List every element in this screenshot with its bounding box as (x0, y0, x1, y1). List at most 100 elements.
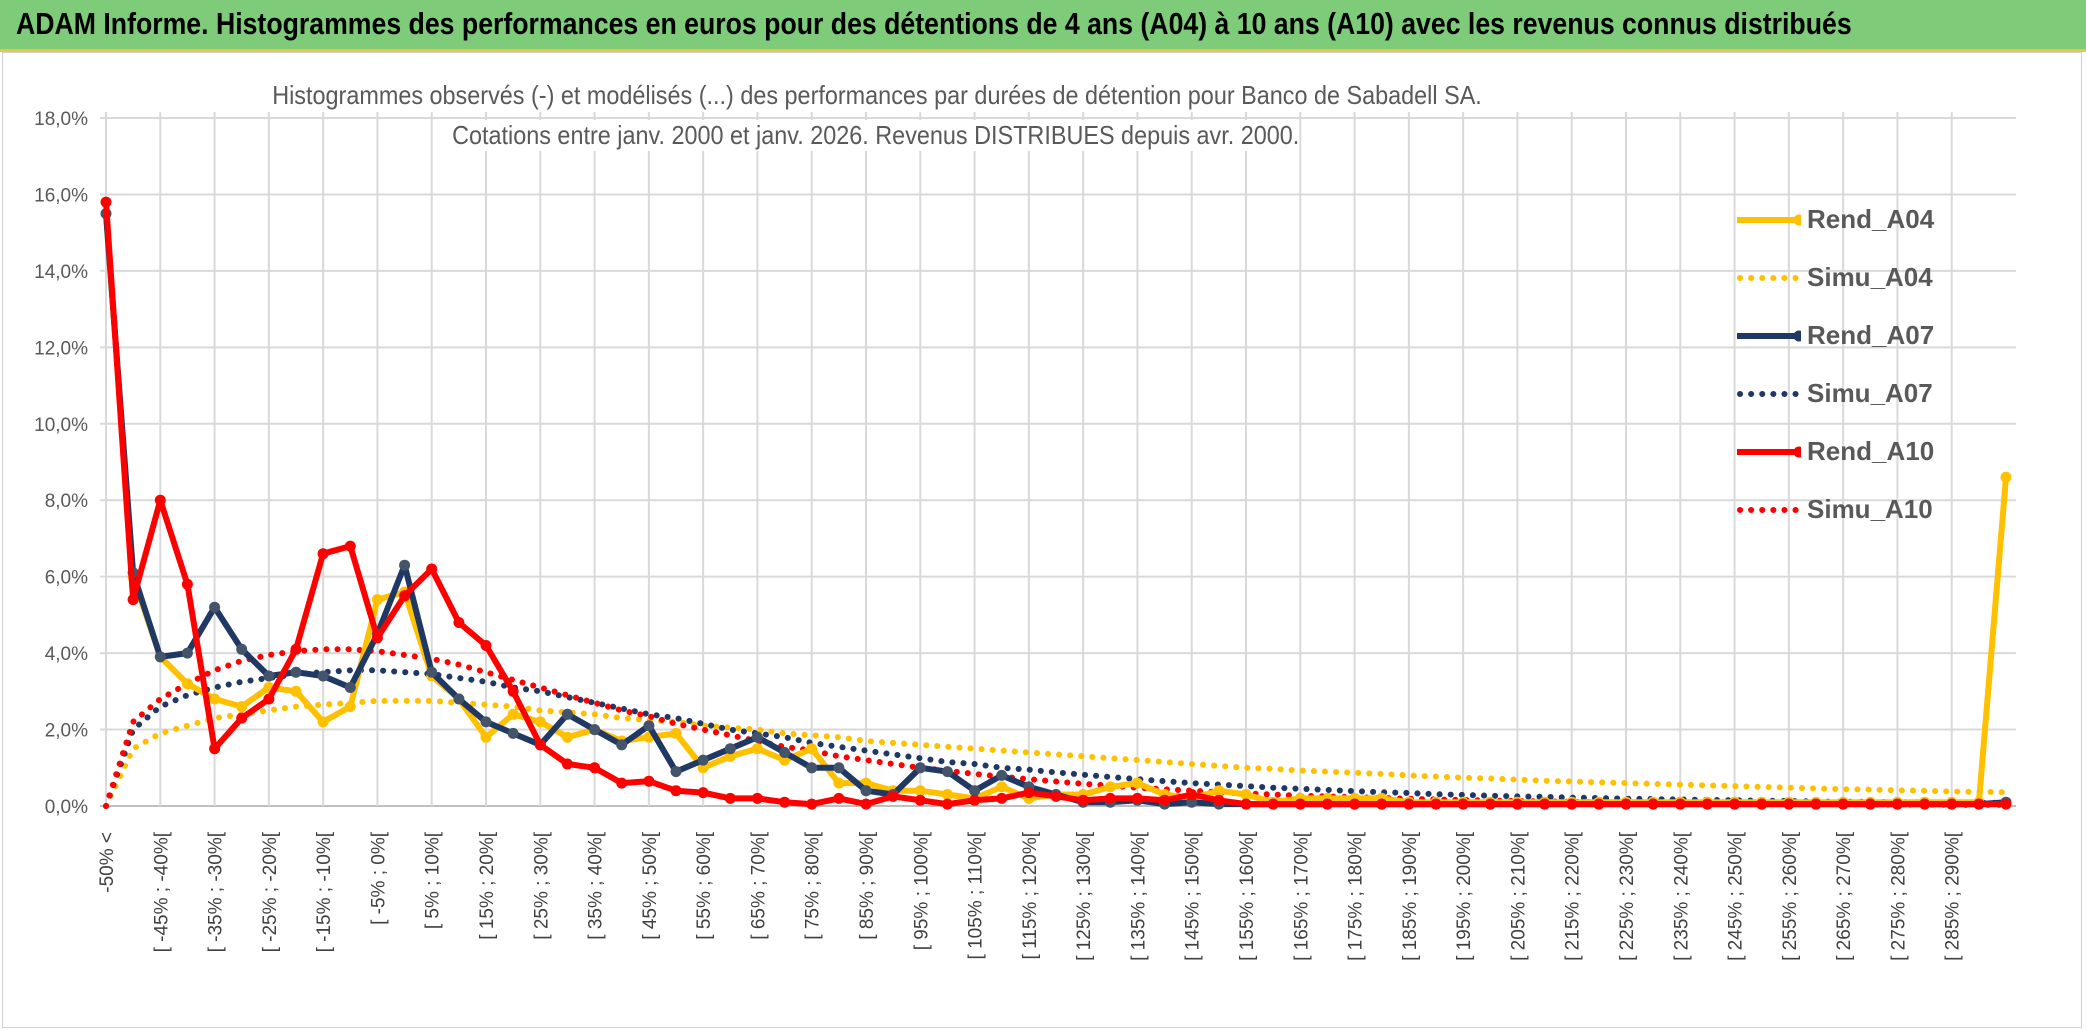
data-point (996, 781, 1008, 793)
data-point (887, 790, 899, 802)
data-point (100, 196, 112, 208)
data-point (833, 762, 845, 774)
data-point (724, 750, 736, 762)
data-point (697, 754, 709, 766)
data-point (1484, 798, 1496, 810)
y-tick-label: 4,0% (45, 644, 88, 665)
data-point (724, 792, 736, 804)
data-point (1566, 798, 1578, 810)
data-point (344, 540, 356, 552)
data-point (480, 716, 492, 728)
series-Rend_A10 (100, 196, 2012, 810)
data-point (290, 666, 302, 678)
y-tick-label: 18,0% (34, 109, 88, 130)
data-point (670, 785, 682, 797)
data-point (1430, 798, 1442, 810)
data-point (779, 796, 791, 808)
data-point (1457, 798, 1469, 810)
x-tick-label: [ 245% ; 250%[ (1726, 831, 1747, 961)
data-point (1213, 785, 1225, 797)
data-point (236, 643, 248, 655)
report-banner: ADAM Informe. Histogrammes des performan… (0, 0, 2086, 52)
data-point (996, 769, 1008, 781)
y-tick-label: 10,0% (34, 415, 88, 436)
data-point (507, 708, 519, 720)
legend-swatch (1737, 275, 1800, 281)
x-tick-label: [ 195% ; 200%[ (1454, 831, 1475, 961)
data-point (480, 640, 492, 651)
data-point (399, 559, 411, 571)
chart-subtitle: Cotations entre janv. 2000 et janv. 2026… (452, 120, 1300, 151)
legend-item-Simu_A07: Simu_A07 (1735, 374, 2035, 414)
y-tick-label: 2,0% (45, 721, 88, 742)
data-point (697, 787, 709, 799)
data-point (371, 632, 383, 644)
data-point (1511, 798, 1523, 810)
series-line-Rend_A10 (103, 201, 2006, 808)
data-point (317, 716, 329, 728)
data-point (561, 731, 573, 743)
data-point (209, 601, 221, 613)
data-point (453, 617, 465, 628)
y-tick-label: 16,0% (34, 185, 88, 206)
x-tick-label: [ 175% ; 180%[ (1346, 831, 1367, 961)
data-point (1104, 792, 1116, 804)
data-point (507, 685, 519, 697)
data-point (2000, 471, 2012, 483)
data-point (1240, 789, 1252, 800)
x-tick-label: [ 45% ; 50%[ (640, 831, 661, 939)
data-point (1701, 798, 1713, 810)
data-point (127, 594, 139, 606)
data-point (561, 708, 573, 720)
data-point (1864, 798, 1876, 810)
data-point (1131, 792, 1143, 804)
x-tick-label: [ 35% ; 40%[ (586, 831, 607, 939)
data-point (154, 494, 166, 506)
x-tick-label: [ 285% ; 290%[ (1943, 831, 1964, 961)
legend-swatch (1737, 330, 1801, 342)
x-tick-label: [ 135% ; 140%[ (1128, 831, 1149, 961)
x-tick-label: [ 25% ; 30%[ (531, 831, 552, 939)
data-point (670, 766, 682, 778)
x-tick-label: [ 5% ; 10%[ (423, 831, 444, 929)
data-point (181, 578, 193, 590)
data-point (806, 798, 818, 810)
x-tick-label: [ -25% ; -20%[ (260, 831, 281, 952)
x-tick-label: [ 95% ; 100%[ (911, 831, 932, 950)
x-tick-label: [ 215% ; 220%[ (1563, 831, 1584, 961)
data-point (1186, 789, 1198, 800)
data-point (1186, 796, 1198, 808)
series-Rend_A04 (100, 208, 2012, 808)
data-point (1946, 798, 1958, 810)
data-point (181, 678, 193, 690)
data-point (1756, 798, 1768, 810)
x-tick-label: [ 145% ; 150%[ (1183, 831, 1204, 961)
y-tick-label: 0,0% (45, 797, 88, 818)
legend-swatch (1737, 446, 1801, 458)
data-point (154, 651, 166, 663)
data-point (534, 739, 546, 751)
x-tick-label: -50% < (97, 832, 118, 893)
data-point (1593, 798, 1605, 810)
data-point (453, 693, 465, 705)
data-point (1647, 798, 1659, 810)
data-point (1159, 794, 1171, 806)
data-point (561, 758, 573, 770)
x-tick-label: [ 255% ; 260%[ (1780, 831, 1801, 961)
data-point (1837, 798, 1849, 810)
x-tick-label: [ 65% ; 70%[ (748, 831, 769, 939)
data-point (2000, 798, 2012, 810)
report-title: ADAM Informe. Histogrammes des performan… (16, 6, 1852, 41)
x-tick-label: [ -45% ; -40%[ (151, 831, 172, 952)
data-point (236, 701, 248, 713)
data-point (209, 743, 221, 755)
series-line-Simu_A07 (103, 667, 2009, 809)
x-tick-label: [ 275% ; 280%[ (1888, 831, 1909, 961)
data-point (1321, 798, 1333, 810)
legend-label: Simu_A07 (1807, 378, 1933, 408)
data-point (616, 739, 628, 751)
data-point (833, 777, 845, 789)
legend-label: Rend_A04 (1807, 204, 1935, 234)
legend-item-Rend_A10: Rend_A10 (1735, 432, 2035, 472)
data-point (670, 727, 682, 739)
